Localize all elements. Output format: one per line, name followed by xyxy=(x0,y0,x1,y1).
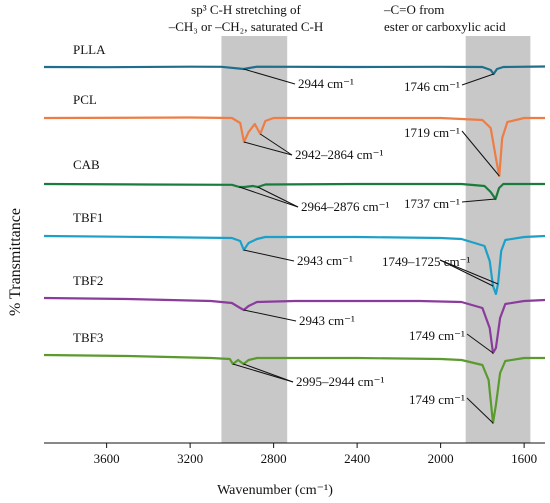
annotation-leader-12 xyxy=(466,397,494,424)
shaded-bands: sp³ C-H stretching of –CH₃ or –CH₂, satur… xyxy=(168,2,531,443)
annotation-leader-7 xyxy=(243,249,295,262)
ch-band-label-line-2: –CH₃ or –CH₂, saturated C-H xyxy=(168,19,324,34)
series-line-tbf1 xyxy=(43,234,546,296)
annotation-4: 1719 cm⁻¹ xyxy=(404,125,460,140)
annotation-leader-4 xyxy=(461,130,500,177)
annotation-12: 1749 cm⁻¹ xyxy=(409,392,465,407)
annotation-leader-8b xyxy=(439,259,499,285)
annotation-7: 2943 cm⁻¹ xyxy=(297,253,353,268)
series-line-pcl xyxy=(43,116,545,178)
annotation-leader-11b xyxy=(243,363,294,383)
series-label-tbf2: TBF2 xyxy=(73,273,103,288)
series-label-pcl: PCL xyxy=(73,92,97,107)
annotation-leader-2 xyxy=(461,73,494,86)
x-tick-label-3600: 3600 xyxy=(94,451,120,466)
annotation-leader-1 xyxy=(243,68,296,85)
series-line-cab xyxy=(43,182,545,201)
annotation-3: 2942–2864 cm⁻¹ xyxy=(295,147,383,162)
ch-band-label-line-1: sp³ C-H stretching of xyxy=(191,2,301,17)
annotation-leader-3 xyxy=(243,141,293,156)
annotation-leader-3b xyxy=(259,133,293,156)
x-tick-label-2800: 2800 xyxy=(261,451,287,466)
annotation-9: 2943 cm⁻¹ xyxy=(299,313,355,328)
x-axis: 3600 3200 2800 2400 2000 1600 xyxy=(44,442,545,466)
annotation-8: 1749–1725 cm⁻¹ xyxy=(382,254,470,269)
series-label-cab: CAB xyxy=(73,157,100,172)
series-line-tbf3 xyxy=(43,353,545,425)
annotation-leader-10 xyxy=(466,333,494,354)
annotation-leader-9 xyxy=(243,309,297,322)
x-axis-label: Wavenumber (cm⁻¹) xyxy=(217,483,333,498)
annotation-5: 2964–2876 cm⁻¹ xyxy=(301,199,389,214)
annotation-leader-11 xyxy=(232,363,294,383)
annotation-10: 1749 cm⁻¹ xyxy=(409,328,465,343)
annotation-11: 2995–2944 cm⁻¹ xyxy=(296,374,384,389)
series-label-plla: PLLA xyxy=(73,42,106,57)
peak-annotations: 2944 cm⁻¹ 1746 cm⁻¹ 2942–2864 cm⁻¹ 1719 cm⁻… xyxy=(232,68,500,424)
annotation-1: 2944 cm⁻¹ xyxy=(298,76,354,91)
x-tick-label-2400: 2400 xyxy=(344,451,370,466)
annotation-leader-6 xyxy=(461,198,496,203)
annotation-6: 1737 cm⁻¹ xyxy=(404,196,460,211)
series-line-tbf2 xyxy=(43,296,546,355)
x-tick-label-2000: 2000 xyxy=(428,451,454,466)
annotation-leader-5 xyxy=(239,186,299,208)
series-label-tbf3: TBF3 xyxy=(73,330,103,345)
series-labels: PLLA PCL CAB TBF1 TBF2 TBF3 xyxy=(73,42,106,345)
x-tick-label-3200: 3200 xyxy=(177,451,203,466)
annotation-leader-8 xyxy=(439,259,494,287)
series-line-plla xyxy=(43,65,546,76)
co-band-label-line-2: ester or carboxylic acid xyxy=(384,19,506,34)
annotation-2: 1746 cm⁻¹ xyxy=(404,79,460,94)
series-label-tbf1: TBF1 xyxy=(73,210,103,225)
spectra xyxy=(43,65,546,425)
y-axis-label: % Transmittance xyxy=(7,208,24,316)
x-tick-label-1600: 1600 xyxy=(511,451,537,466)
co-band-region xyxy=(465,36,531,443)
co-band-label-line-1: –C=O from xyxy=(383,2,444,17)
annotation-leader-5b xyxy=(257,186,299,208)
